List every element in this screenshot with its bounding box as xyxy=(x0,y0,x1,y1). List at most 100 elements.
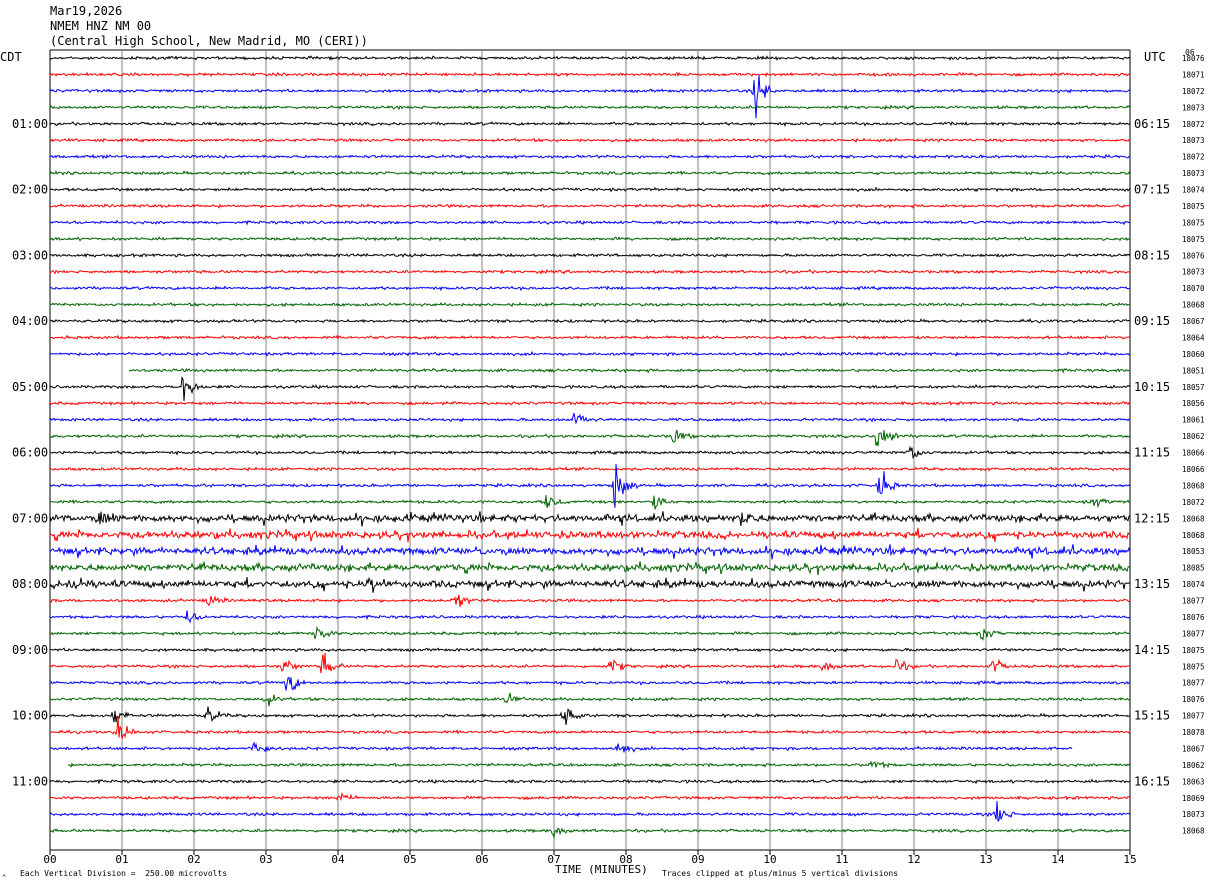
right-timezone-label: UTC xyxy=(1144,50,1166,64)
corner-mark: ^ xyxy=(2,874,7,882)
trace-row xyxy=(49,137,1131,144)
trace-row xyxy=(49,594,1131,607)
trace-value-label: 18067 xyxy=(1182,317,1205,326)
trace-value-label: 18060 xyxy=(1182,350,1205,359)
trace-row xyxy=(49,741,1073,753)
trace-value-label: 18076 xyxy=(1182,251,1205,260)
clip-note: Traces clipped at plus/minus 5 vertical … xyxy=(662,869,899,878)
right-time-label: 16:15 xyxy=(1134,774,1170,788)
trace-value-label: 18077 xyxy=(1182,679,1205,688)
right-time-label: 08:15 xyxy=(1134,248,1170,262)
station-location: (Central High School, New Madrid, MO (CE… xyxy=(50,34,368,48)
trace-row xyxy=(49,706,1131,725)
x-tick-label: 15 xyxy=(1123,853,1136,866)
trace-row xyxy=(49,429,1130,447)
trace-value-label: 18077 xyxy=(1182,629,1205,638)
trace-value-label: 18070 xyxy=(1182,284,1205,293)
x-tick-label: 05 xyxy=(403,853,416,866)
left-time-label: 07:00 xyxy=(12,511,48,525)
trace-value-label: 18068 xyxy=(1182,514,1205,523)
trace-value-label: 18057 xyxy=(1182,383,1205,392)
x-tick-label: 08 xyxy=(619,853,632,866)
trace-value-label: 18064 xyxy=(1182,333,1205,342)
trace-row xyxy=(49,511,1131,527)
trace-row xyxy=(49,350,1131,357)
trace-value-label: 18068 xyxy=(1182,531,1205,540)
right-time-label: 09:15 xyxy=(1134,314,1170,328)
seismic-traces xyxy=(49,55,1131,840)
x-axis-title: TIME (MINUTES) xyxy=(555,863,648,876)
trace-row xyxy=(49,576,1131,593)
trace-value-label: 18061 xyxy=(1182,416,1205,425)
trace-row xyxy=(49,625,1131,641)
trace-value-label: 18051 xyxy=(1182,366,1205,375)
trace-row xyxy=(49,495,1131,510)
right-time-label: 11:15 xyxy=(1134,446,1170,460)
x-tick-label: 11 xyxy=(835,853,848,866)
left-time-label: 05:00 xyxy=(12,380,48,394)
trace-row xyxy=(128,367,1130,374)
left-timezone-label: CDT xyxy=(0,50,22,64)
x-tick-label: 10 xyxy=(763,853,776,866)
trace-value-label: 18072 xyxy=(1182,498,1205,507)
trace-value-label: 18072 xyxy=(1182,153,1205,162)
trace-row xyxy=(49,647,1131,653)
trace-value-label: 18075 xyxy=(1182,646,1205,655)
trace-value-label: 18076 xyxy=(1182,695,1205,704)
trace-row xyxy=(49,170,1131,176)
trace-value-label: 18076 xyxy=(1182,613,1205,622)
trace-value-label: 18075 xyxy=(1182,662,1205,671)
trace-row xyxy=(49,301,1131,308)
trace-value-label: 18074 xyxy=(1182,580,1205,589)
trace-row xyxy=(49,827,1131,840)
station-code: NMEM HNZ NM 00 xyxy=(50,19,152,33)
x-tick-label: 09 xyxy=(691,853,704,866)
trace-value-label: 18078 xyxy=(1182,728,1205,737)
trace-row xyxy=(49,676,1131,691)
x-tick-label: 07 xyxy=(547,853,560,866)
x-tick-label: 01 xyxy=(115,853,128,866)
trace-value-label: 18069 xyxy=(1182,794,1205,803)
trace-row xyxy=(49,186,1131,193)
trace-value-label: 18075 xyxy=(1182,202,1205,211)
trace-row xyxy=(49,285,1131,292)
trace-value-label: 18067 xyxy=(1182,744,1205,753)
trace-value-label: 18073 xyxy=(1182,169,1205,178)
left-time-label: 08:00 xyxy=(12,577,48,591)
trace-row xyxy=(49,716,1131,740)
trace-row xyxy=(49,268,1130,275)
trace-row xyxy=(49,104,1131,111)
trace-value-label: 18073 xyxy=(1182,268,1205,277)
x-tick-label: 06 xyxy=(475,853,488,866)
trace-value-label: 18062 xyxy=(1182,761,1205,770)
trace-row xyxy=(49,334,1131,340)
right-time-label: 13:15 xyxy=(1134,577,1170,591)
trace-value-label: 18053 xyxy=(1182,547,1205,556)
trace-value-label: 18074 xyxy=(1182,186,1205,195)
trace-row xyxy=(49,75,1131,119)
right-time-label: 10:15 xyxy=(1134,380,1170,394)
x-tick-label: 00 xyxy=(43,853,56,866)
trace-row xyxy=(49,544,1131,560)
trace-row xyxy=(49,376,1131,402)
trace-row xyxy=(50,692,1131,707)
x-tick-label: 12 xyxy=(907,853,920,866)
trace-value-label: 18056 xyxy=(1182,399,1205,408)
trace-row xyxy=(49,652,1131,674)
trace-row xyxy=(49,413,1131,425)
trace-row xyxy=(49,55,1131,61)
trace-row xyxy=(67,760,1131,769)
right-time-label: 14:15 xyxy=(1134,643,1170,657)
trace-row xyxy=(49,445,1131,460)
left-time-label: 09:00 xyxy=(12,643,48,657)
trace-row xyxy=(49,801,1131,822)
trace-value-label: 18066 xyxy=(1182,465,1205,474)
trace-value-label: 18073 xyxy=(1182,136,1205,145)
left-time-label: 04:00 xyxy=(12,314,48,328)
x-tick-label: 13 xyxy=(979,853,992,866)
trace-value-label: 18085 xyxy=(1182,564,1205,573)
trace-value-label: 18072 xyxy=(1182,87,1205,96)
trace-row xyxy=(49,153,1131,160)
trace-value-label: 18063 xyxy=(1182,777,1205,786)
